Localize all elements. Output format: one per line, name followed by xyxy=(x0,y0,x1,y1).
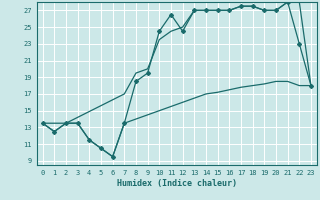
X-axis label: Humidex (Indice chaleur): Humidex (Indice chaleur) xyxy=(117,179,237,188)
